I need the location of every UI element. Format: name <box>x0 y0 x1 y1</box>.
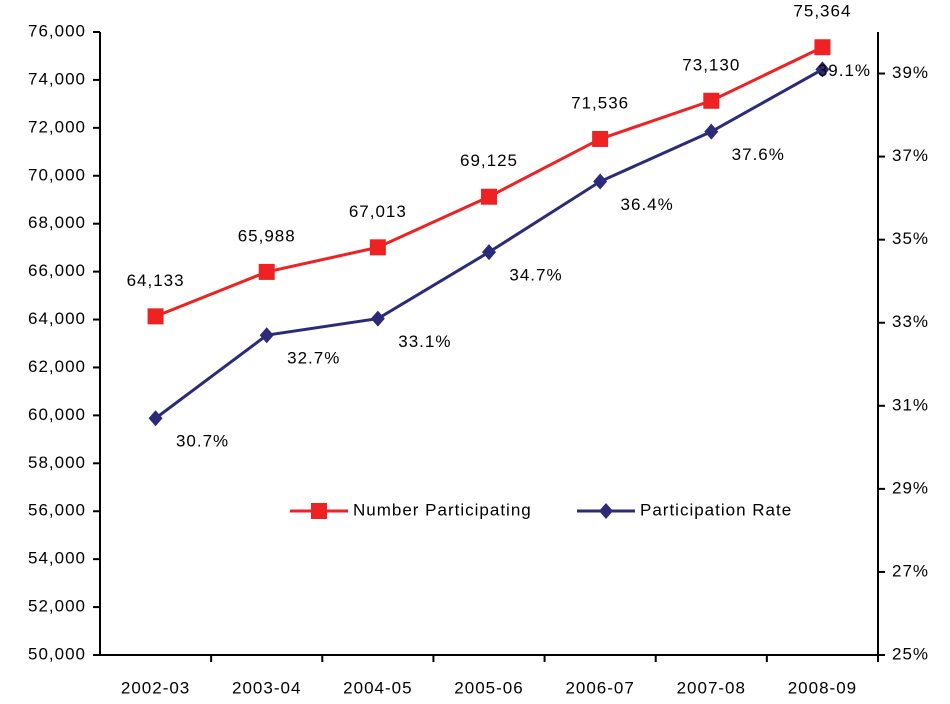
data-label: 67,013 <box>349 202 407 221</box>
y2-tick-label: 37% <box>892 146 929 165</box>
data-label: 69,125 <box>460 151 518 170</box>
data-point <box>370 310 385 327</box>
data-label: 33.1% <box>398 332 451 351</box>
y-tick-label: 72,000 <box>28 117 86 136</box>
data-label: 34.7% <box>509 266 562 285</box>
data-point <box>593 173 608 190</box>
data-label: 32.7% <box>287 349 340 368</box>
data-point <box>369 239 386 256</box>
data-label: 36.4% <box>621 195 674 214</box>
data-point <box>482 244 496 261</box>
y-tick-label: 54,000 <box>28 549 86 568</box>
data-point <box>258 263 275 280</box>
y2-tick-label: 39% <box>892 63 929 82</box>
y-tick-label: 74,000 <box>28 69 86 88</box>
y2-tick-label: 27% <box>892 561 929 580</box>
y-tick-label: 66,000 <box>28 261 86 280</box>
x-tick-label: 2002-03 <box>121 678 190 697</box>
x-tick-label: 2003-04 <box>232 678 301 697</box>
data-label: 73,130 <box>682 55 740 74</box>
data-label: 37.6% <box>732 145 785 164</box>
y2-tick-label: 25% <box>892 644 929 663</box>
x-tick-label: 2008-09 <box>788 678 857 697</box>
data-point <box>259 327 274 344</box>
y-tick-label: 50,000 <box>28 644 86 663</box>
data-point <box>704 123 719 140</box>
data-point <box>814 39 831 56</box>
data-label: 64,133 <box>127 271 185 290</box>
x-tick-label: 2004-05 <box>343 678 412 697</box>
data-point <box>592 130 609 147</box>
y-tick-label: 68,000 <box>28 213 86 232</box>
y-tick-label: 64,000 <box>28 309 86 328</box>
data-point <box>147 308 164 325</box>
y-tick-label: 60,000 <box>28 405 86 424</box>
data-label: 30.7% <box>176 432 229 451</box>
legend-label: Number Participating <box>353 500 532 519</box>
data-point <box>481 188 497 205</box>
y-tick-label: 52,000 <box>28 597 86 616</box>
y2-tick-label: 29% <box>892 478 929 497</box>
y2-tick-label: 33% <box>892 312 929 331</box>
y2-tick-label: 31% <box>892 395 929 414</box>
x-tick-label: 2007-08 <box>677 678 746 697</box>
y-tick-label: 76,000 <box>28 21 86 40</box>
y-tick-label: 70,000 <box>28 165 86 184</box>
data-label: 65,988 <box>238 226 296 245</box>
data-label: 71,536 <box>571 93 629 112</box>
legend-label: Participation Rate <box>640 500 792 519</box>
legend-marker <box>599 503 613 519</box>
x-tick-label: 2006-07 <box>565 678 634 697</box>
x-tick-label: 2005-06 <box>454 678 523 697</box>
data-label: 39.1% <box>818 61 871 80</box>
y2-tick-label: 35% <box>892 229 929 248</box>
data-point <box>148 410 163 427</box>
y-tick-label: 56,000 <box>28 501 86 520</box>
series-line <box>155 45 824 318</box>
data-point <box>703 92 720 109</box>
legend-marker <box>311 503 327 519</box>
y-tick-label: 62,000 <box>28 357 86 376</box>
data-label: 75,364 <box>793 2 851 21</box>
data-point <box>815 61 830 78</box>
y-tick-label: 58,000 <box>28 453 86 472</box>
